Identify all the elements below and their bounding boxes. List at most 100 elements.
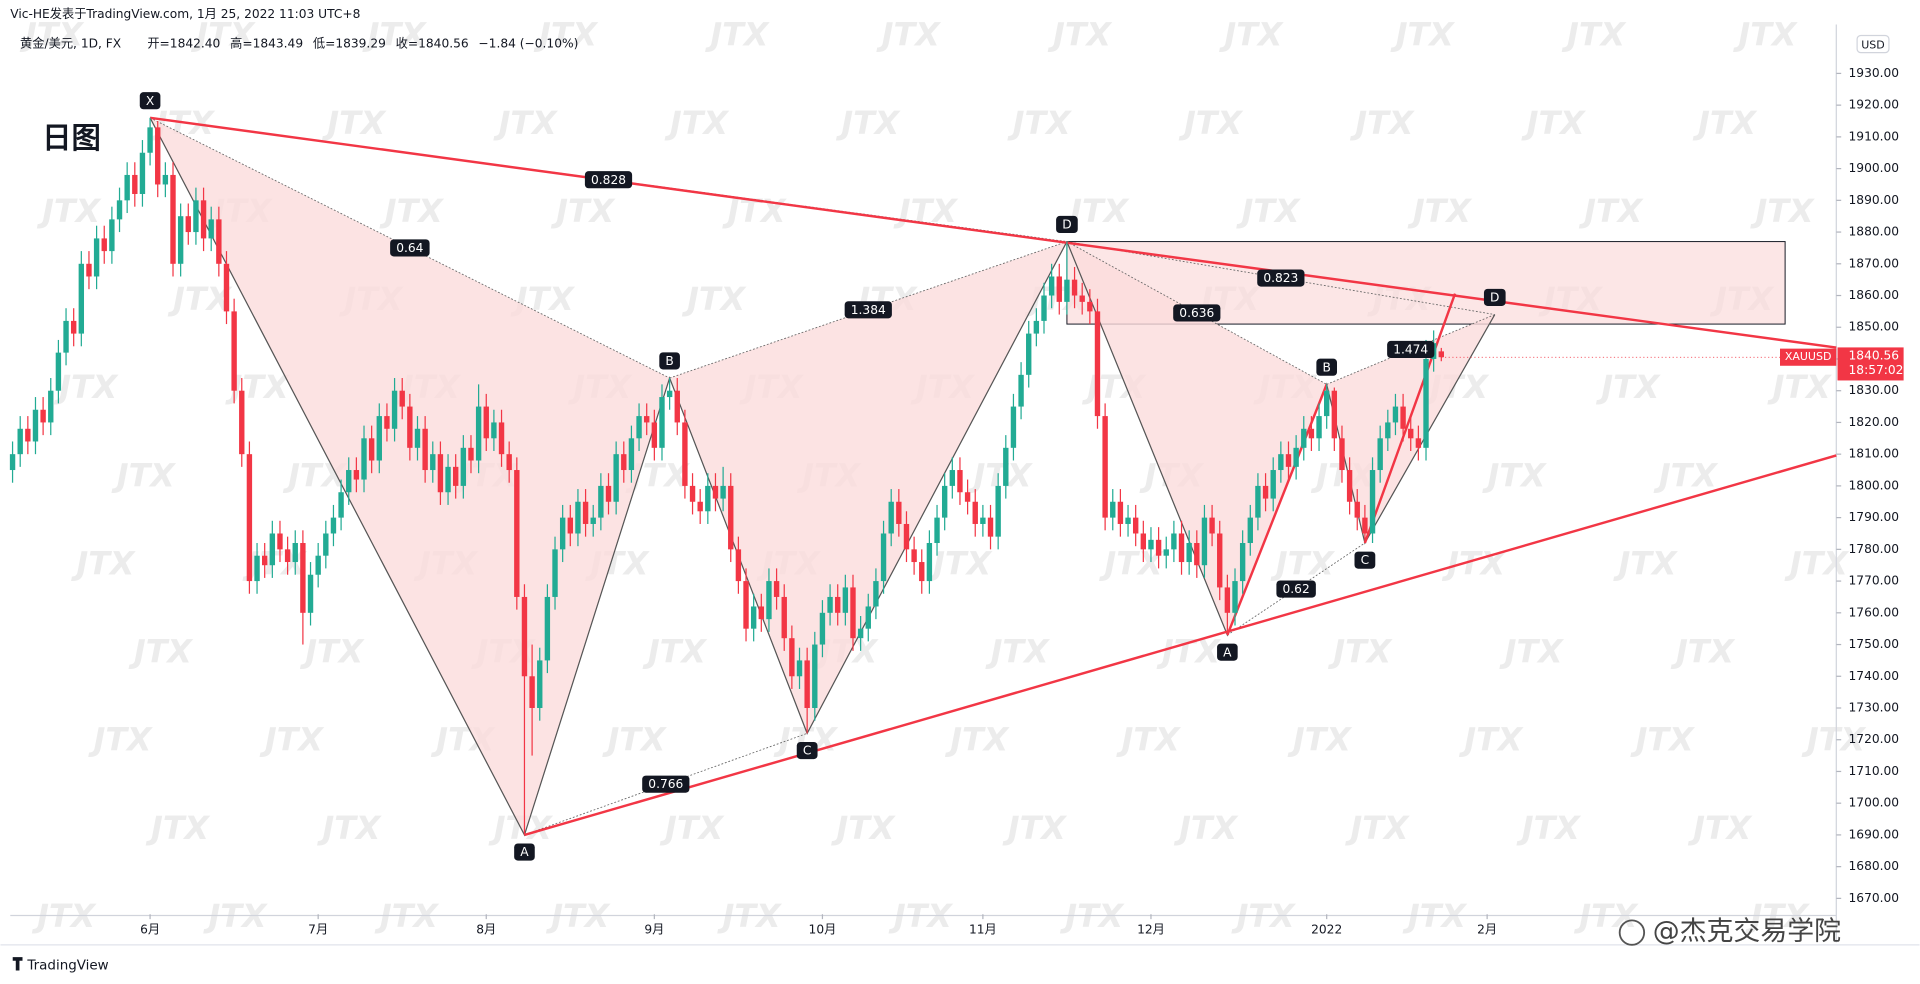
- candle-body: [1362, 517, 1368, 534]
- candle-body: [1408, 428, 1414, 439]
- candle-body: [1339, 438, 1345, 471]
- x-tick-label: 2022: [1311, 923, 1342, 937]
- watermark: JTX: [1630, 721, 1696, 759]
- point-label-box: [514, 843, 535, 861]
- candle-body: [101, 238, 107, 252]
- candle-body: [1316, 416, 1322, 439]
- point-label: C: [796, 741, 818, 760]
- x-tick-label: 8月: [476, 923, 496, 937]
- watermark: JTX: [835, 104, 901, 142]
- candle-body: [1377, 438, 1383, 471]
- watermark: JTX: [704, 16, 770, 54]
- candle-body: [1194, 543, 1200, 566]
- countdown: 18:57:02: [1849, 363, 1904, 377]
- ratio-label-box: [844, 301, 892, 319]
- candle-body: [1308, 428, 1315, 439]
- candle-body: [529, 676, 535, 708]
- candle-body: [972, 501, 978, 524]
- candle-body: [109, 219, 115, 252]
- ratio-line: [524, 732, 808, 836]
- watermark: JTX: [1218, 16, 1284, 54]
- candle-body: [1125, 517, 1131, 524]
- watermark: JTX: [1441, 544, 1507, 582]
- point-label-text: D: [1062, 218, 1071, 232]
- candle-body: [430, 454, 436, 471]
- currency[interactable]: USD: [1861, 38, 1885, 51]
- candle-body: [1148, 539, 1154, 550]
- candle-body: [873, 581, 879, 607]
- candle-body: [1003, 447, 1009, 486]
- ratio-label: 1.384: [844, 301, 892, 319]
- logo[interactable]: TradingView: [26, 959, 108, 974]
- candle-body: [735, 549, 742, 582]
- watermark: JTX: [1390, 16, 1456, 54]
- candle-body: [246, 454, 253, 582]
- watermark: JTX: [1561, 16, 1627, 54]
- currency-box[interactable]: [1856, 34, 1890, 54]
- candle-body: [1247, 517, 1253, 544]
- candle-body: [506, 454, 512, 471]
- candle-body: [353, 470, 360, 480]
- watermark: JTX: [830, 809, 896, 847]
- ratio-label-box: [1387, 340, 1435, 359]
- watermark: JTX: [1349, 104, 1415, 142]
- candle-body: [636, 416, 642, 439]
- ratio-label-box: [1173, 304, 1221, 322]
- candle-body: [712, 485, 719, 499]
- point-label: A: [1217, 643, 1238, 661]
- x-tick-label: 7月: [308, 923, 328, 937]
- x-tick-label: 2月: [1477, 923, 1497, 937]
- point-label-text: B: [1322, 360, 1330, 374]
- watermark: JTX: [1750, 192, 1816, 230]
- candle-body: [86, 263, 92, 277]
- point-label-box: [796, 741, 818, 760]
- candle-body: [1217, 533, 1223, 588]
- candle-body: [605, 485, 612, 502]
- watermark: JTX: [1270, 544, 1336, 582]
- candle-body: [1026, 333, 1032, 375]
- candle-body: [743, 581, 749, 629]
- logo-icon: [12, 957, 23, 971]
- candle-body: [468, 447, 474, 461]
- candle-body: [773, 581, 780, 597]
- candle-body: [491, 422, 497, 439]
- watermark: JTX: [1499, 633, 1565, 671]
- candle-body: [32, 409, 39, 442]
- ratio-label-box: [390, 239, 430, 257]
- y-tick-label: 1850.00: [1849, 320, 1900, 334]
- candle-body: [1323, 390, 1330, 417]
- watermark: JTX: [1692, 104, 1758, 142]
- quote-item: 开=1842.40: [147, 37, 220, 51]
- trendline: [149, 116, 1837, 349]
- candle-body: [116, 200, 123, 220]
- candle-body: [964, 492, 971, 502]
- candle-body: [934, 517, 940, 544]
- y-tick-label: 1800.00: [1849, 478, 1900, 492]
- price-tag: 1840.56: [1849, 348, 1900, 362]
- candle-body: [1385, 422, 1391, 439]
- candle-body: [216, 219, 222, 264]
- candle-body: [1102, 416, 1108, 518]
- y-tick-label: 1740.00: [1849, 669, 1900, 683]
- point-label-box: [1316, 358, 1338, 376]
- y-tick-label: 1900.00: [1849, 161, 1900, 175]
- candle-body: [391, 390, 398, 429]
- candle-body: [170, 174, 176, 264]
- watermark: JTX: [1732, 16, 1798, 54]
- candle-body: [1239, 543, 1246, 582]
- watermark: JTX: [36, 192, 102, 230]
- candle-body: [17, 428, 23, 455]
- candle-body: [697, 501, 703, 512]
- candle-body: [919, 562, 925, 582]
- ratio-line: [1326, 314, 1495, 385]
- point-label-text: A: [520, 845, 529, 859]
- candle-body: [957, 470, 963, 493]
- candle-body: [926, 543, 933, 582]
- watermark: JTX: [1516, 809, 1582, 847]
- candle-body: [812, 644, 818, 708]
- ratio-label: 0.766: [642, 775, 690, 793]
- candle-body: [1255, 485, 1261, 518]
- point-label-text: A: [1223, 645, 1232, 659]
- candle-body: [292, 543, 298, 563]
